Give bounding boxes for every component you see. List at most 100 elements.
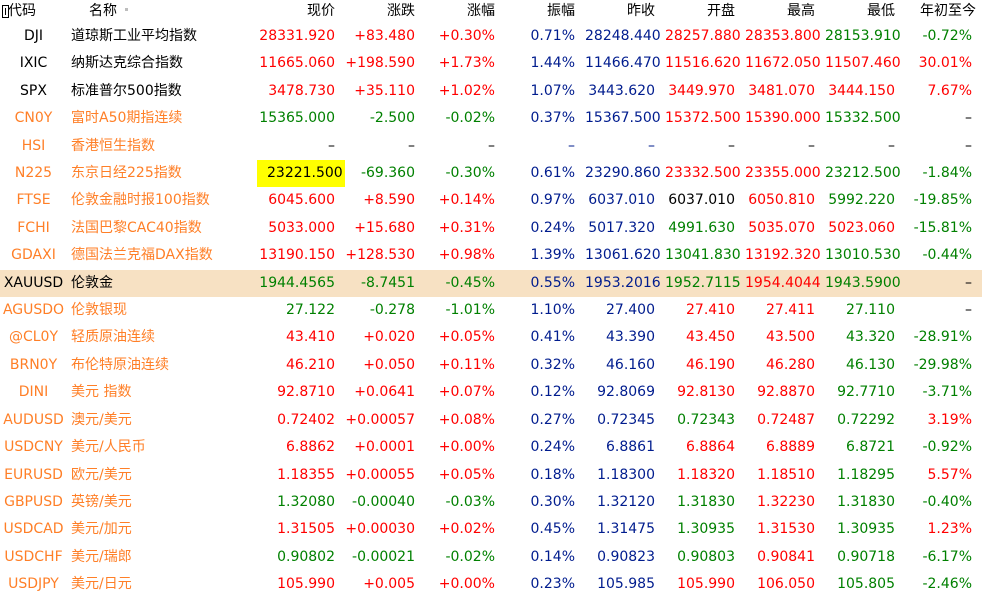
quote-row[interactable]: @CL0Y 轻质原油连续 43.410 +0.020 +0.05% 0.41% 43.390… bbox=[0, 324, 982, 351]
highlighted-value: 23221.500 bbox=[257, 160, 345, 188]
quote-row[interactable]: CN0Y 富时A50期指连续 15365.000 -2.500 -0.02% 0.37% 1… bbox=[0, 105, 982, 132]
open-cell: 1.30935 bbox=[677, 521, 735, 538]
name-cell: 伦敦金 bbox=[67, 269, 257, 298]
column-header-high[interactable]: 最高 bbox=[787, 3, 815, 19]
name-cell: 伦敦金融时报100指数 bbox=[71, 192, 210, 209]
pct-cell: +0.31% bbox=[438, 219, 495, 236]
column-header-pct[interactable]: 涨幅 bbox=[467, 3, 495, 19]
prev-cell: 15367.500 bbox=[585, 110, 661, 127]
quote-row[interactable]: FTSE 伦敦金融时报100指数 6045.600 +8.590 +0.14% 0.97%… bbox=[0, 187, 982, 214]
sort-indicator-icon bbox=[125, 8, 128, 11]
high-cell: 1.32230 bbox=[757, 493, 815, 510]
code-cell: CN0Y bbox=[14, 110, 53, 127]
code-cell: BRN0Y bbox=[9, 356, 58, 373]
high-cell: 6050.810 bbox=[748, 192, 815, 209]
amp-cell: 1.07% bbox=[530, 82, 575, 99]
quote-row[interactable]: USDCHF 美元/瑞郎 0.90802 -0.00021 -0.02% 0.14% 0.9… bbox=[0, 544, 982, 571]
column-header-low[interactable]: 最低 bbox=[867, 3, 895, 19]
prev-cell: – bbox=[648, 137, 655, 154]
change-cell: +0.0001 bbox=[354, 439, 415, 456]
low-cell: 5992.220 bbox=[828, 192, 895, 209]
column-header-name[interactable]: 名称 bbox=[67, 0, 257, 23]
column-header-change[interactable]: 涨跌 bbox=[387, 3, 415, 19]
amp-cell: 0.30% bbox=[530, 493, 575, 510]
quote-row[interactable]: USDCAD 美元/加元 1.31505 +0.00030 +0.02% 0.45% 1.3… bbox=[0, 516, 982, 543]
name-cell: 轻质原油连续 bbox=[71, 329, 155, 346]
column-header-code[interactable]: 代码 bbox=[0, 0, 67, 23]
ytd-cell: -15.81% bbox=[913, 219, 972, 236]
open-cell: 46.190 bbox=[686, 356, 735, 373]
prev-cell: 0.72345 bbox=[597, 411, 655, 428]
price-cell: 0.72402 bbox=[277, 411, 335, 428]
code-cell: N225 bbox=[14, 165, 53, 182]
prev-cell: 28248.440 bbox=[585, 28, 661, 44]
quote-row[interactable]: EURUSD 欧元/美元 1.18355 +0.00055 +0.05% 0.18% 1.1… bbox=[0, 462, 982, 489]
ytd-cell: -3.71% bbox=[922, 384, 972, 401]
high-cell: 43.500 bbox=[766, 329, 815, 346]
change-cell: +0.00030 bbox=[345, 521, 415, 538]
quote-row[interactable]: HSI 香港恒生指数 – – – – – – – – – bbox=[0, 133, 982, 160]
low-cell: 105.805 bbox=[837, 576, 895, 593]
low-cell: 1.31830 bbox=[837, 493, 895, 510]
pct-cell: +0.11% bbox=[438, 356, 495, 373]
change-cell: +0.005 bbox=[363, 576, 415, 593]
prev-cell: 1953.2016 bbox=[585, 269, 665, 298]
code-cell: XAUUSD bbox=[0, 269, 67, 298]
quote-row[interactable]: USDCNY 美元/人民币 6.8862 +0.0001 +0.00% 0.24% 6.88… bbox=[0, 434, 982, 461]
price-cell: 6045.600 bbox=[268, 192, 335, 209]
change-cell: -0.00021 bbox=[352, 548, 415, 565]
sort-toggle-icon[interactable] bbox=[2, 5, 9, 18]
low-cell: 46.130 bbox=[846, 356, 895, 373]
price-cell: 13190.150 bbox=[259, 247, 335, 264]
price-cell: 92.8710 bbox=[277, 384, 335, 401]
change-cell: +15.680 bbox=[354, 219, 415, 236]
name-cell: 纳斯达克综合指数 bbox=[71, 55, 183, 72]
high-cell: 1.18510 bbox=[757, 466, 815, 483]
quote-row[interactable]: AGUSDO 伦敦银现 27.122 -0.278 -1.01% 1.10% 27.400 2… bbox=[0, 297, 982, 324]
quote-row[interactable]: IXIC 纳斯达克综合指数 11665.060 +198.590 +1.73% 1.44%… bbox=[0, 50, 982, 77]
column-header-amp[interactable]: 振幅 bbox=[547, 3, 575, 19]
code-cell: GDAXI bbox=[11, 247, 56, 264]
name-cell: 美元/日元 bbox=[71, 576, 132, 593]
pct-cell: +0.02% bbox=[438, 521, 495, 538]
amp-cell: 0.55% bbox=[505, 269, 585, 298]
column-header-open[interactable]: 开盘 bbox=[707, 3, 735, 19]
quote-row[interactable]: FCHI 法国巴黎CAC40指数 5033.000 +15.680 +0.31% 0.24… bbox=[0, 215, 982, 242]
low-cell: 92.7710 bbox=[837, 384, 895, 401]
high-cell: 106.050 bbox=[757, 576, 815, 593]
amp-cell: – bbox=[568, 137, 575, 154]
quote-row[interactable]: BRN0Y 布伦特原油连续 46.210 +0.050 +0.11% 0.32% 46.16… bbox=[0, 352, 982, 379]
amp-cell: 1.10% bbox=[530, 302, 575, 319]
ytd-cell: -6.17% bbox=[922, 548, 972, 565]
column-header-price[interactable]: 现价 bbox=[307, 3, 335, 19]
quote-row[interactable]: N225 东京日经225指数 23221.500 -69.360 -0.30% 0.61%… bbox=[0, 160, 982, 188]
pct-cell: -0.30% bbox=[445, 165, 495, 182]
amp-cell: 0.27% bbox=[530, 411, 575, 428]
amp-cell: 0.18% bbox=[530, 466, 575, 483]
column-header-ytd[interactable]: 年初至今 bbox=[920, 3, 976, 19]
name-cell: 标准普尔500指数 bbox=[71, 82, 182, 99]
quote-row[interactable]: DINI 美元 指数 92.8710 +0.0641 +0.07% 0.12% 92.806… bbox=[0, 379, 982, 406]
quote-row[interactable]: XAUUSD 伦敦金 1944.4565 -8.7451 -0.45% 0.55% 1953… bbox=[0, 269, 982, 298]
low-cell: – bbox=[888, 137, 895, 154]
code-cell: USDCNY bbox=[4, 439, 63, 456]
pct-cell: +0.14% bbox=[438, 192, 495, 209]
ytd-cell: 30.01% bbox=[918, 55, 972, 72]
quote-row[interactable]: USDJPY 美元/日元 105.990 +0.005 +0.00% 0.23% 105.9… bbox=[0, 571, 982, 598]
quote-row[interactable]: SPX 标准普尔500指数 3478.730 +35.110 +1.02% 1.07% 34… bbox=[0, 78, 982, 105]
quote-row[interactable]: GDAXI 德国法兰克福DAX指数 13190.150 +128.530 +0.98% 1… bbox=[0, 242, 982, 269]
code-cell: IXIC bbox=[19, 55, 48, 72]
quote-row[interactable]: AUDUSD 澳元/美元 0.72402 +0.00057 +0.08% 0.27% 0.7… bbox=[0, 407, 982, 434]
low-cell: 1.30935 bbox=[837, 521, 895, 538]
amp-cell: 0.23% bbox=[530, 576, 575, 593]
quote-row[interactable]: DJI 道琼斯工业平均指数 28331.920 +83.480 +0.30% 0.71% 2… bbox=[0, 23, 982, 50]
high-cell: 0.72487 bbox=[757, 411, 815, 428]
ytd-cell: – bbox=[905, 269, 982, 298]
ytd-cell: -2.46% bbox=[922, 576, 972, 593]
pct-cell: +0.05% bbox=[438, 329, 495, 346]
quote-row[interactable]: GBPUSD 英镑/美元 1.32080 -0.00040 -0.03% 0.30% 1.3… bbox=[0, 489, 982, 516]
amp-cell: 0.71% bbox=[530, 28, 575, 44]
ytd-cell: -0.92% bbox=[922, 439, 972, 456]
column-header-prev[interactable]: 昨收 bbox=[627, 3, 655, 19]
price-cell: 1.31505 bbox=[277, 521, 335, 538]
